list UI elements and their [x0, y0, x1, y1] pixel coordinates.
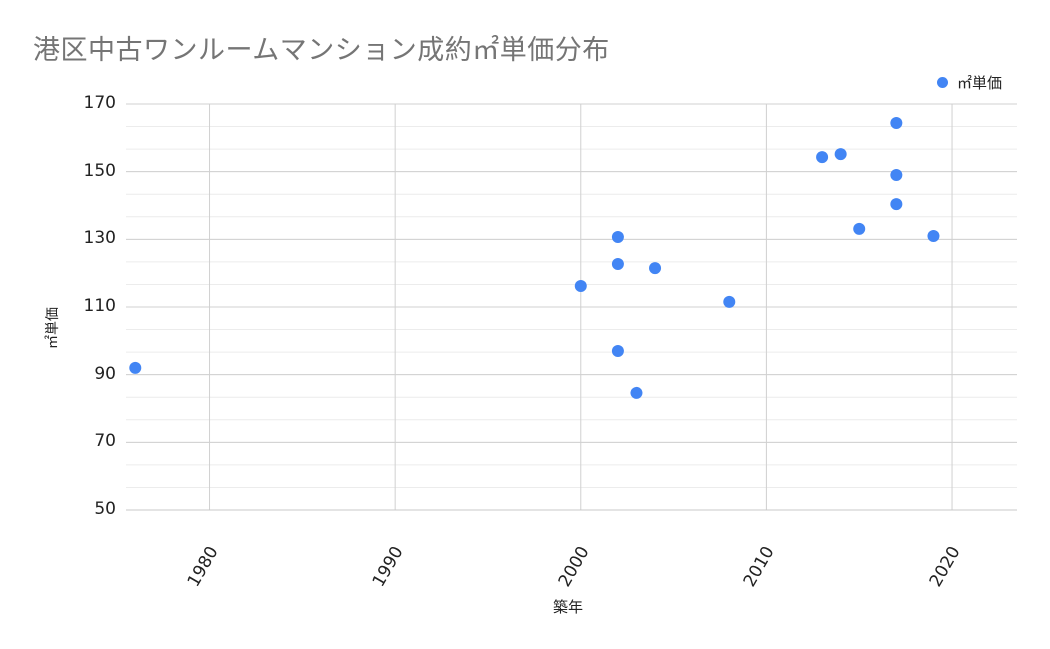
y-tick-label: 170: [83, 93, 116, 113]
data-point[interactable]: [574, 280, 587, 293]
y-tick-label: 70: [94, 431, 116, 452]
y-tick-label: 130: [83, 228, 116, 249]
data-point[interactable]: [611, 344, 624, 357]
data-point[interactable]: [649, 262, 662, 275]
data-point[interactable]: [611, 230, 624, 243]
y-tick-label: 90: [94, 363, 116, 384]
data-point[interactable]: [723, 295, 736, 308]
data-point[interactable]: [816, 151, 829, 164]
chart-title: 港区中古ワンルームマンション成約㎡単価分布: [33, 35, 610, 66]
legend-marker-icon: [937, 77, 948, 88]
data-point[interactable]: [853, 222, 866, 235]
y-tick-label: 150: [83, 160, 116, 181]
legend-label: ㎡単価: [957, 74, 1003, 92]
x-axis-label: 築年: [553, 598, 584, 616]
y-tick-label: 110: [83, 296, 116, 316]
data-point[interactable]: [630, 386, 643, 399]
data-point[interactable]: [834, 148, 847, 161]
legend: ㎡単価: [937, 72, 1002, 93]
data-point[interactable]: [927, 229, 940, 242]
data-point[interactable]: [890, 116, 903, 129]
data-point[interactable]: [890, 198, 903, 211]
data-point[interactable]: [129, 361, 142, 374]
y-tick-label: 50: [94, 499, 116, 519]
data-point[interactable]: [890, 169, 903, 182]
data-point[interactable]: [611, 258, 624, 271]
